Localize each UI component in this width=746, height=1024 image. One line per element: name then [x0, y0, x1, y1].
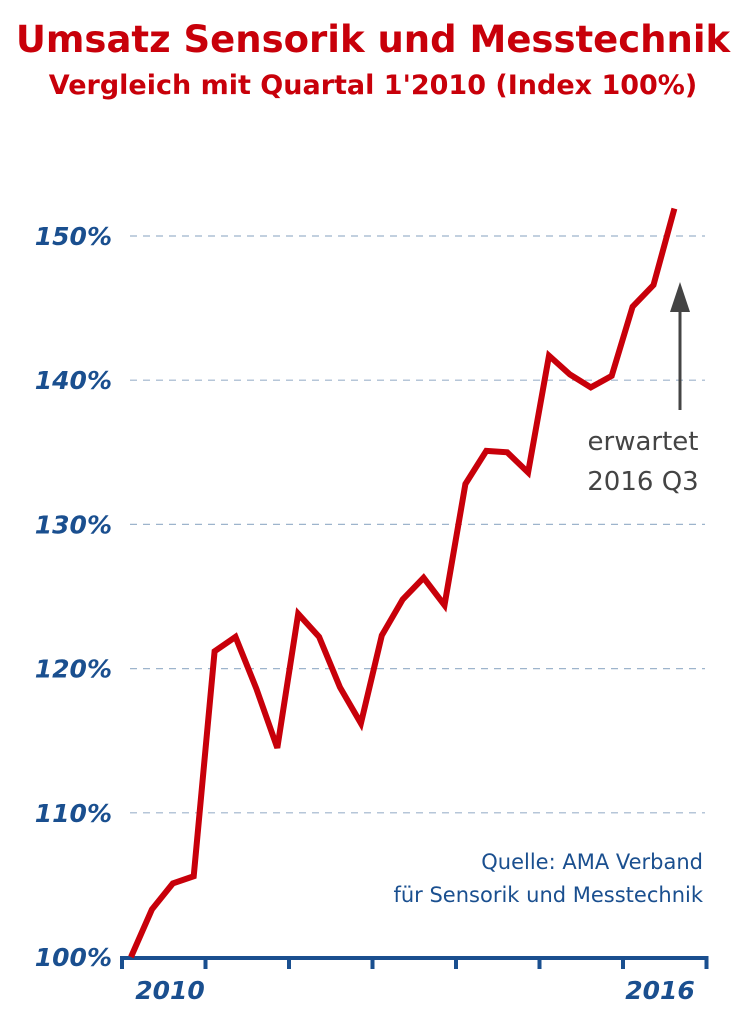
annotation-line2: 2016 Q3: [587, 467, 698, 497]
arrow-icon: [670, 282, 690, 410]
y-tick-label: 140%: [35, 366, 112, 395]
y-tick-label: 150%: [35, 222, 112, 251]
chart-subtitle: Vergleich mit Quartal 1'2010 (Index 100%…: [48, 70, 698, 101]
y-tick-label: 100%: [35, 943, 112, 972]
source-line1: Quelle: AMA Verband: [481, 850, 703, 874]
source-line2: für Sensorik und Messtechnik: [393, 883, 703, 907]
x-tick-label: 2010: [135, 976, 205, 1005]
y-tick-label: 110%: [35, 799, 112, 828]
y-tick-label: 120%: [35, 655, 112, 684]
y-tick-label: 130%: [35, 510, 112, 539]
x-tick-label: 2016: [625, 976, 695, 1005]
annotation-line1: erwartet: [588, 427, 699, 457]
series-line: [128, 207, 678, 959]
chart-title: Umsatz Sensorik und Messtechnik: [15, 18, 731, 61]
